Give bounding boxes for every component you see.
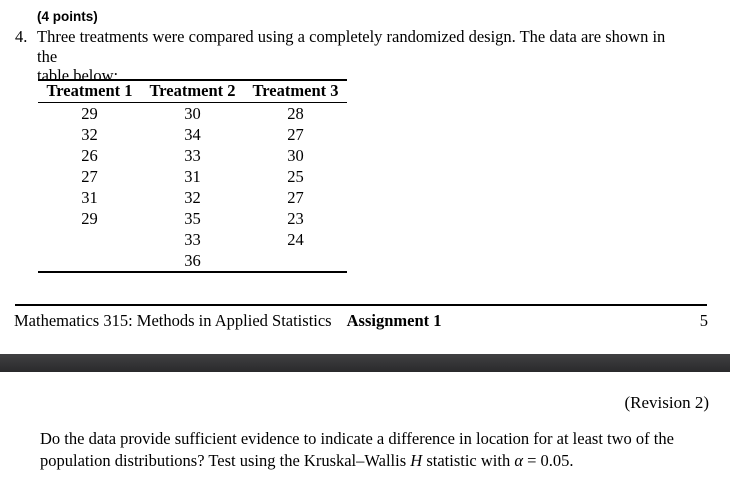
table-cell: 30 bbox=[287, 146, 304, 165]
table-row: 32 34 27 bbox=[38, 124, 347, 145]
intro-paragraph: Three treatments were compared using a c… bbox=[37, 27, 687, 86]
question-line-2-part-3: = 0.05. bbox=[523, 451, 574, 470]
table-row: 33 24 bbox=[38, 229, 347, 250]
page-number: 5 bbox=[699, 311, 708, 330]
table-cell: 31 bbox=[81, 188, 98, 207]
table-cell: 23 bbox=[287, 209, 304, 228]
table-row: 29 35 23 bbox=[38, 208, 347, 229]
header-cell-treatment-3: Treatment 3 bbox=[244, 80, 347, 103]
table-cell bbox=[38, 250, 141, 272]
table-cell: 27 bbox=[81, 167, 98, 186]
table-cell: 34 bbox=[184, 125, 201, 144]
table-cell: 35 bbox=[184, 209, 201, 228]
table-cell: 32 bbox=[81, 125, 98, 144]
table-cell: 27 bbox=[287, 125, 304, 144]
alpha-symbol: α bbox=[514, 451, 523, 470]
table-cell: 29 bbox=[81, 104, 98, 123]
table-row: 27 31 25 bbox=[38, 166, 347, 187]
table-cell: 32 bbox=[184, 188, 201, 207]
footer-course-title: Mathematics 315: Methods in Applied Stat… bbox=[14, 311, 332, 330]
question-line-1: Do the data provide sufficient evidence … bbox=[40, 429, 674, 448]
table-row: 26 33 30 bbox=[38, 145, 347, 166]
footer-assignment-label: Assignment 1 bbox=[346, 311, 442, 330]
table-cell: 36 bbox=[184, 251, 201, 270]
footer-rule bbox=[15, 304, 707, 306]
table-cell: 29 bbox=[81, 209, 98, 228]
table-cell bbox=[38, 229, 141, 250]
revision-label: (Revision 2) bbox=[624, 393, 709, 412]
table-cell: 24 bbox=[287, 230, 304, 249]
table-row: 36 bbox=[38, 250, 347, 272]
page-separator-bar bbox=[0, 354, 730, 372]
table-cell: 27 bbox=[287, 188, 304, 207]
table-cell: 33 bbox=[184, 146, 201, 165]
question-number: 4. bbox=[15, 27, 28, 46]
intro-line-1: Three treatments were compared using a c… bbox=[37, 27, 666, 66]
table-cell: 33 bbox=[184, 230, 201, 249]
header-cell-treatment-1: Treatment 1 bbox=[38, 80, 141, 103]
table-cell: 30 bbox=[184, 104, 201, 123]
question-line-2-part-1: population distributions? Test using the… bbox=[40, 451, 411, 470]
h-statistic-symbol: H bbox=[410, 451, 423, 470]
table-cell bbox=[244, 250, 347, 272]
treatment-data-table: Treatment 1 Treatment 2 Treatment 3 29 3… bbox=[38, 79, 347, 273]
table-cell: 26 bbox=[81, 146, 98, 165]
table-cell: 31 bbox=[184, 167, 201, 186]
question-line-2-part-2: statistic with bbox=[422, 451, 515, 470]
page-footer: Mathematics 315: Methods in Applied Stat… bbox=[14, 311, 708, 331]
table-row: 29 30 28 bbox=[38, 103, 347, 125]
table-cell: 28 bbox=[287, 104, 304, 123]
points-label: (4 points) bbox=[37, 9, 98, 24]
table-cell: 25 bbox=[287, 167, 304, 186]
question-paragraph: Do the data provide sufficient evidence … bbox=[40, 428, 690, 472]
header-cell-treatment-2: Treatment 2 bbox=[141, 80, 244, 103]
table-header-row: Treatment 1 Treatment 2 Treatment 3 bbox=[38, 80, 347, 103]
table-row: 31 32 27 bbox=[38, 187, 347, 208]
